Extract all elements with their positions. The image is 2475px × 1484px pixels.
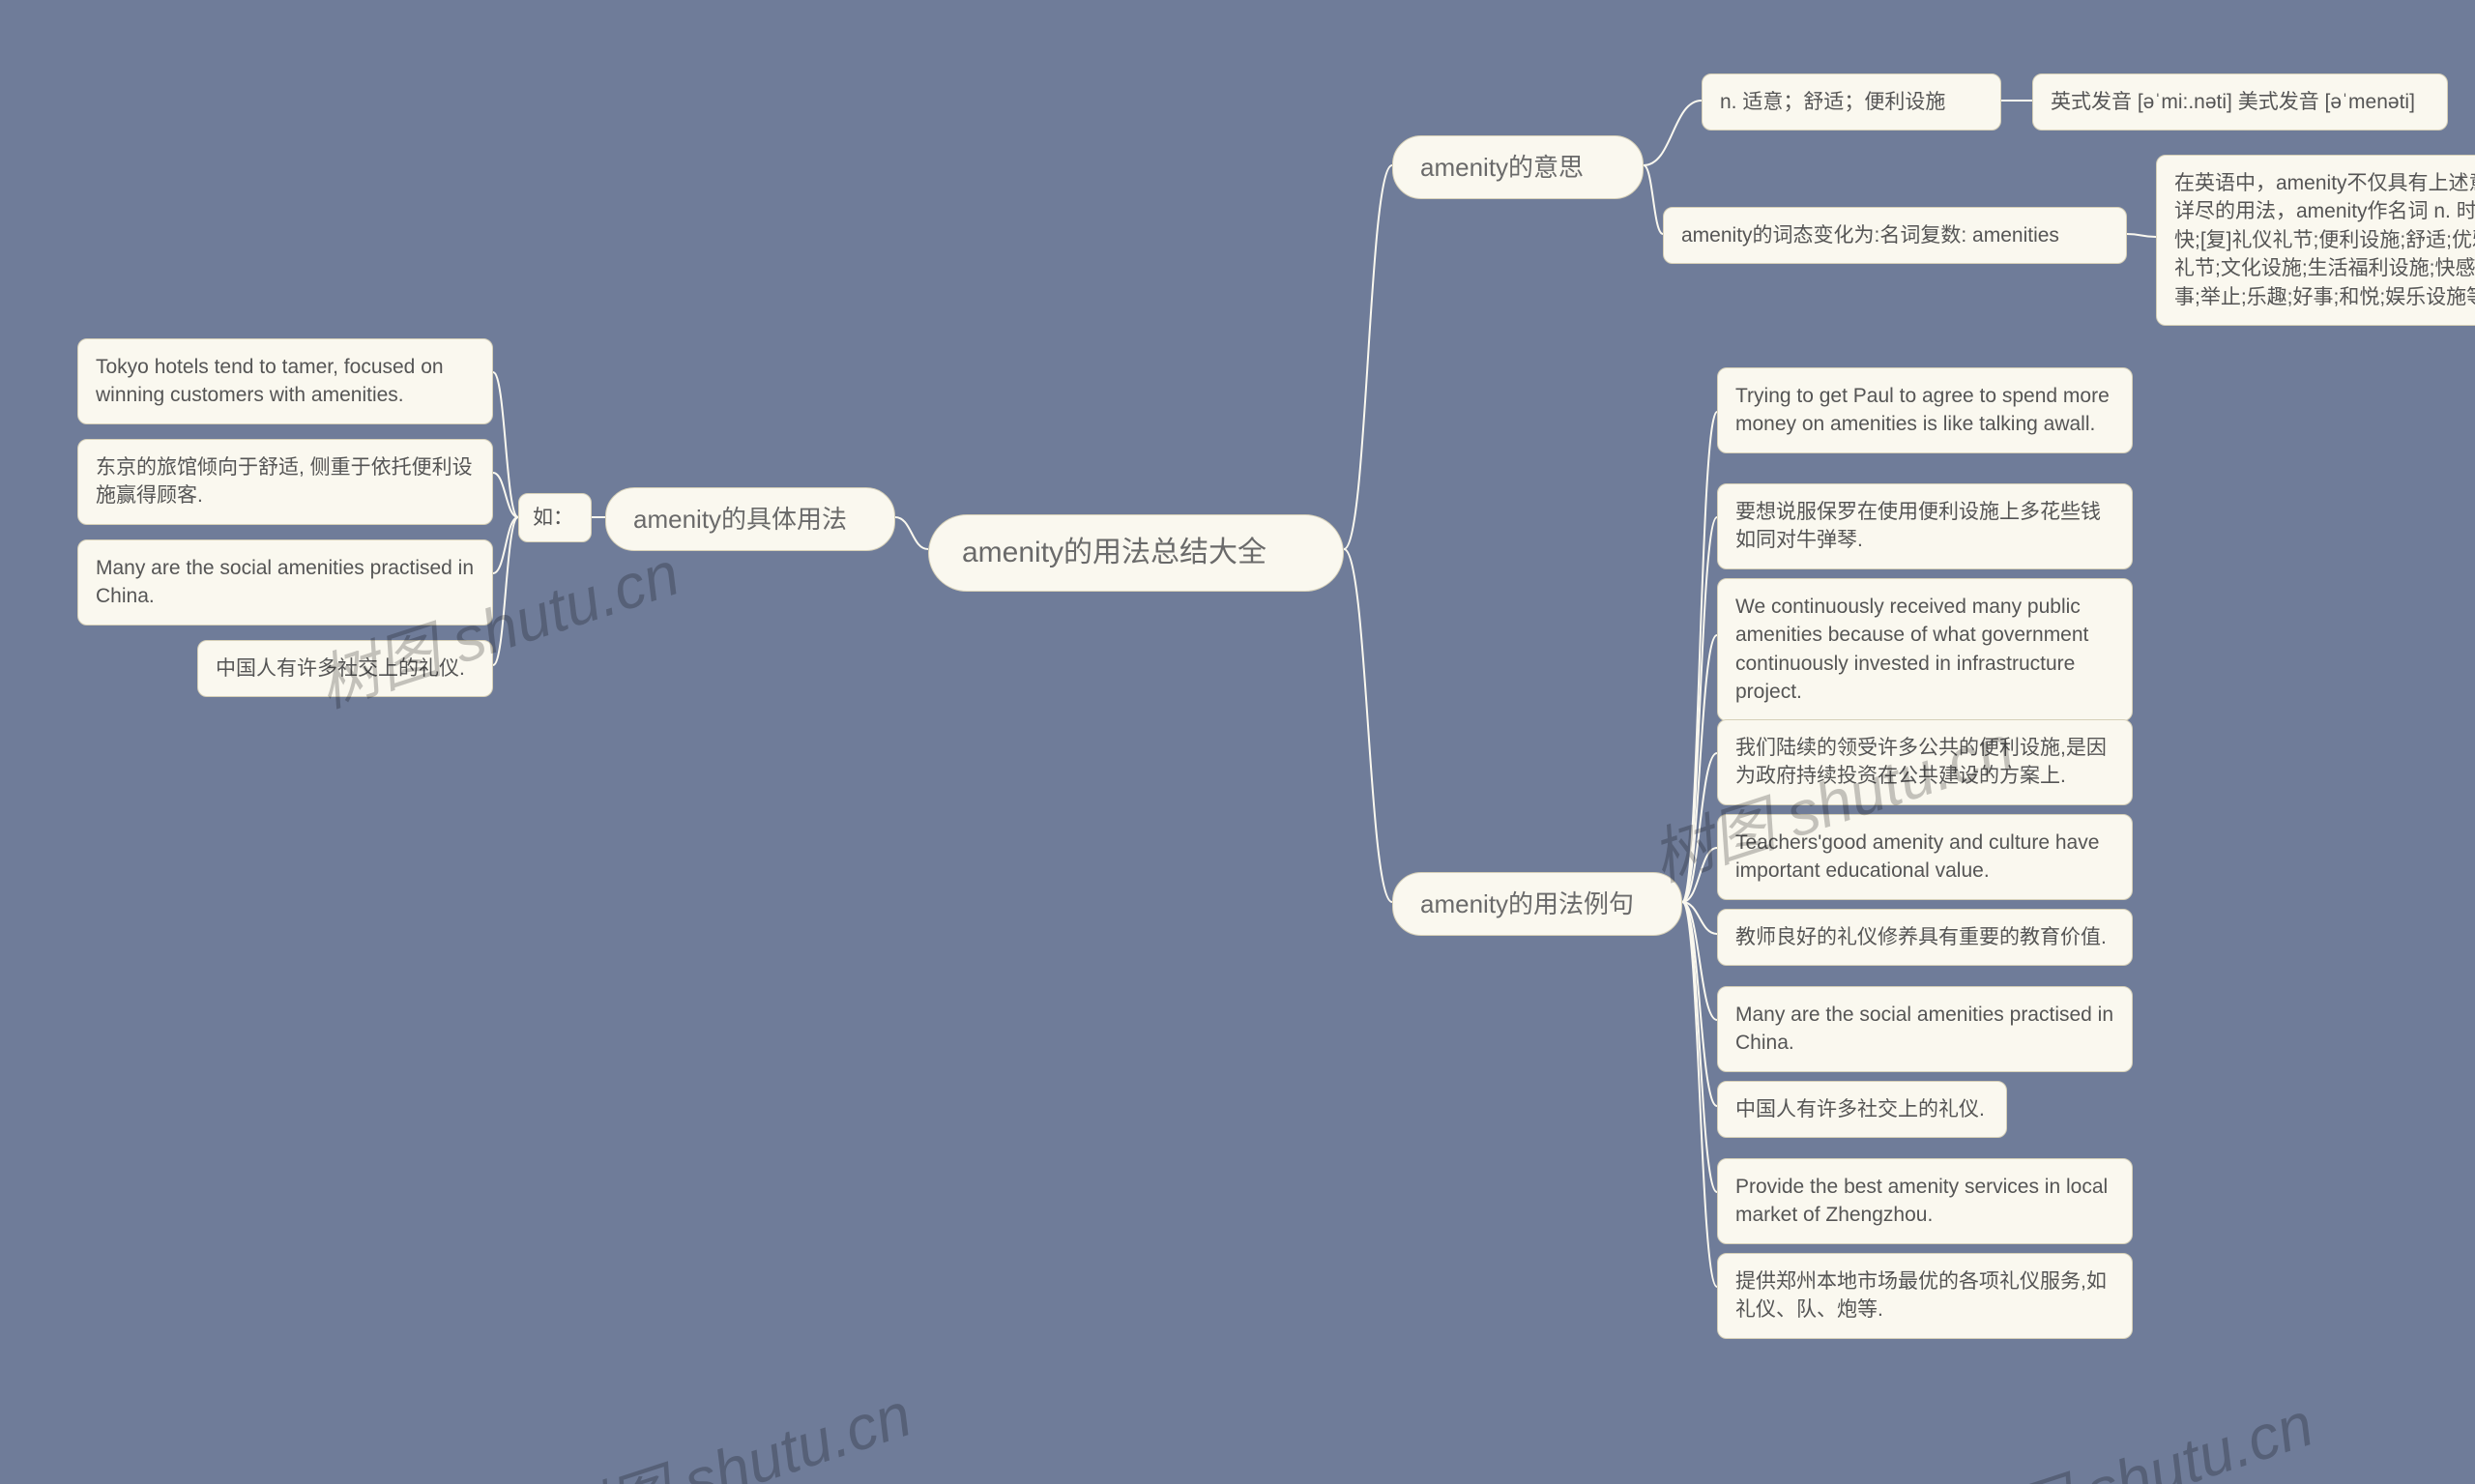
node-e2[interactable]: 要想说服保罗在使用便利设施上多花些钱如同对牛弹琴.	[1717, 483, 2133, 569]
node-e1[interactable]: Trying to get Paul to agree to spend mor…	[1717, 367, 2133, 453]
node-e6[interactable]: 教师良好的礼仪修养具有重要的教育价值.	[1717, 909, 2133, 966]
node-ru[interactable]: 如：	[518, 493, 592, 542]
branch-meaning[interactable]: amenity的意思	[1392, 135, 1644, 199]
node-u3[interactable]: Many are the social amenities practised …	[77, 539, 493, 626]
watermark: 树图 shutu.cn	[537, 1365, 920, 1484]
node-e3[interactable]: We continuously received many public ame…	[1717, 578, 2133, 721]
root-node[interactable]: amenity的用法总结大全	[928, 514, 1344, 592]
node-u1[interactable]: Tokyo hotels tend to tamer, focused on w…	[77, 338, 493, 424]
branch-usage[interactable]: amenity的具体用法	[605, 487, 895, 551]
node-u2[interactable]: 东京的旅馆倾向于舒适, 侧重于依托便利设施赢得顾客.	[77, 439, 493, 525]
node-e10[interactable]: 提供郑州本地市场最优的各项礼仪服务,如礼仪、队、炮等.	[1717, 1253, 2133, 1339]
node-e7[interactable]: Many are the social amenities practised …	[1717, 986, 2133, 1072]
node-def[interactable]: n. 适意；舒适；便利设施	[1702, 73, 2001, 131]
node-e8[interactable]: 中国人有许多社交上的礼仪.	[1717, 1081, 2007, 1138]
node-e9[interactable]: Provide the best amenity services in loc…	[1717, 1158, 2133, 1244]
watermark: 树图 shutu.cn	[1938, 1375, 2322, 1484]
node-inflect[interactable]: amenity的词态变化为:名词复数: amenities	[1663, 207, 2127, 264]
node-e4[interactable]: 我们陆续的领受许多公共的便利设施,是因为政府持续投资在公共建设的方案上.	[1717, 719, 2133, 805]
node-pron[interactable]: 英式发音 [əˈmi:.nəti] 美式发音 [əˈmenəti]	[2032, 73, 2448, 131]
node-u4[interactable]: 中国人有许多社交上的礼仪.	[197, 640, 493, 697]
node-inflect-desc[interactable]: 在英语中，amenity不仅具有上述意思，还有更详尽的用法，amenity作名词…	[2156, 155, 2475, 326]
node-e5[interactable]: Teachers'good amenity and culture have i…	[1717, 814, 2133, 900]
branch-examples[interactable]: amenity的用法例句	[1392, 872, 1682, 936]
